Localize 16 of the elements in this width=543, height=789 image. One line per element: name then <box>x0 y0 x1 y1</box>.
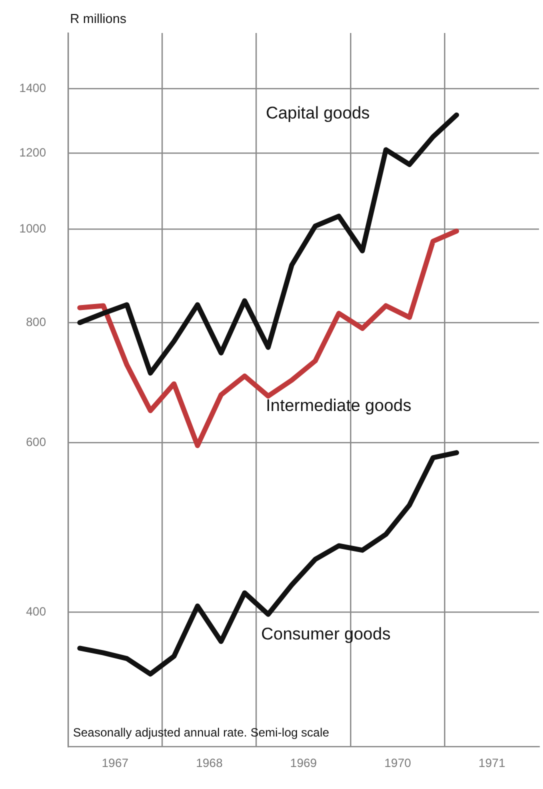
series-label: Intermediate goods <box>266 396 412 416</box>
y-tick-label: 600 <box>26 435 46 450</box>
y-tick-label: 1400 <box>19 81 46 96</box>
y-tick-label: 800 <box>26 314 46 329</box>
x-tick-label: 1967 <box>102 756 129 770</box>
y-tick-label: 1000 <box>19 222 46 236</box>
y-tick-label: 1200 <box>19 146 46 160</box>
series-label: Capital goods <box>266 104 370 123</box>
y-tick-label: 400 <box>26 604 46 619</box>
x-tick-label: 1968 <box>196 756 223 770</box>
y-axis-title: R millions <box>70 11 127 26</box>
series-label: Consumer goods <box>261 624 391 644</box>
x-tick-label: 1969 <box>290 756 318 770</box>
x-tick-label: 1970 <box>384 756 412 770</box>
annotation: Seasonally adjusted annual rate. Semi-log scale <box>73 726 330 740</box>
x-tick-label: 1971 <box>478 756 506 770</box>
